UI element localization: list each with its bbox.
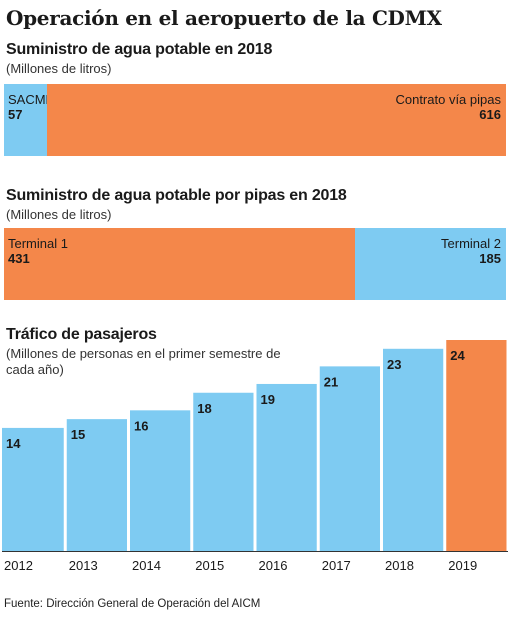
segment-terminal-1: Terminal 1 431	[4, 228, 356, 300]
tick-label-2013: 2013	[69, 558, 98, 573]
bar-value-2013: 15	[71, 427, 85, 442]
segment-label-contrato-pipas: Contrato vía pipas	[395, 92, 501, 107]
pipas-supply-bar: Terminal 1 431 Terminal 2 185	[4, 228, 506, 300]
bar-2012	[2, 427, 64, 551]
segment-value-contrato-pipas: 616	[479, 107, 501, 122]
bar-value-2014: 16	[134, 418, 148, 433]
segment-label-terminal-1: Terminal 1	[8, 236, 68, 251]
bar-2016	[256, 383, 317, 551]
segment-value-terminal-2: 185	[479, 251, 501, 266]
bar-value-2015: 18	[197, 401, 211, 416]
bar-value-2017: 21	[324, 374, 338, 389]
source-note: Fuente: Dirección General de Operación d…	[4, 598, 261, 610]
bar-value-2012: 14	[6, 436, 21, 451]
segment-label-terminal-2: Terminal 2	[441, 236, 501, 251]
passenger-traffic-title: Tráfico de pasajeros	[6, 326, 157, 343]
pipas-supply-subtitle: (Millones de litros)	[6, 207, 112, 222]
bar-2017	[319, 366, 380, 551]
bar-2013	[66, 419, 127, 551]
tick-label-2014: 2014	[132, 558, 161, 573]
pipas-supply-title: Suministro de agua potable por pipas en …	[6, 187, 347, 204]
water-supply-bar: SACMEX 57 Contrato vía pipas 616	[4, 84, 506, 156]
page-title: Operación en el aeropuerto de la CDMX	[6, 6, 442, 30]
tick-label-2017: 2017	[322, 558, 351, 573]
bar-value-2016: 19	[261, 392, 275, 407]
tick-label-2012: 2012	[4, 558, 33, 573]
tick-label-2016: 2016	[259, 558, 288, 573]
bar-value-2019: 24	[450, 348, 465, 363]
bar-value-2018: 23	[387, 357, 401, 372]
tick-label-2019: 2019	[448, 558, 477, 573]
bar-2015	[193, 392, 254, 551]
passenger-traffic-subtitle: (Millones de personas en el primer semes…	[6, 346, 281, 377]
water-supply-subtitle: (Millones de litros)	[6, 61, 112, 76]
bar-2019	[446, 340, 507, 551]
tick-label-2015: 2015	[195, 558, 224, 573]
water-supply-title: Suministro de agua potable en 2018	[6, 41, 273, 58]
segment-value-sacmex: 57	[8, 107, 23, 122]
passenger-traffic-chart: 14 2012 15 2013 16 2014 18 2015 19 2016 21 2017 23 20…	[2, 340, 508, 573]
bar-2014	[130, 410, 191, 551]
tick-label-2018: 2018	[385, 558, 414, 573]
segment-terminal-2: Terminal 2 185	[355, 228, 506, 300]
segment-contrato-pipas: Contrato vía pipas 616	[46, 84, 506, 156]
bar-2018	[383, 348, 444, 551]
segment-value-terminal-1: 431	[8, 251, 30, 266]
